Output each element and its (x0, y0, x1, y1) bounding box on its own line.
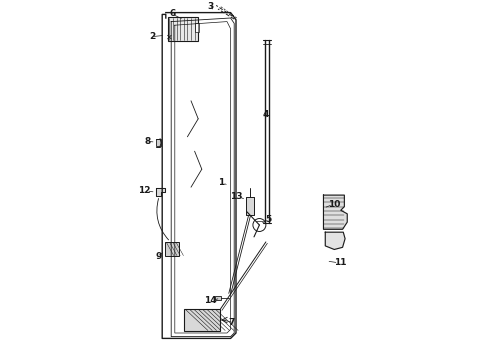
Text: 13: 13 (230, 192, 242, 201)
Text: 8: 8 (145, 136, 151, 145)
Bar (156, 139, 161, 146)
Bar (184, 309, 220, 331)
Text: 7: 7 (229, 318, 235, 327)
Bar (216, 296, 221, 300)
Bar (195, 23, 199, 32)
Text: 1: 1 (218, 178, 224, 187)
Text: 4: 4 (262, 110, 269, 119)
Text: 5: 5 (265, 215, 271, 224)
Text: 3: 3 (207, 2, 214, 11)
Polygon shape (323, 195, 347, 229)
Bar (246, 197, 254, 215)
Text: 11: 11 (334, 258, 347, 267)
Polygon shape (325, 232, 345, 249)
Text: 2: 2 (149, 32, 156, 41)
Polygon shape (156, 188, 165, 196)
Text: 10: 10 (328, 200, 341, 209)
Text: 12: 12 (138, 186, 151, 195)
Text: 9: 9 (155, 252, 162, 261)
Bar (165, 242, 179, 256)
Text: 14: 14 (203, 296, 216, 305)
Bar (168, 17, 198, 41)
Text: 6: 6 (170, 9, 176, 18)
